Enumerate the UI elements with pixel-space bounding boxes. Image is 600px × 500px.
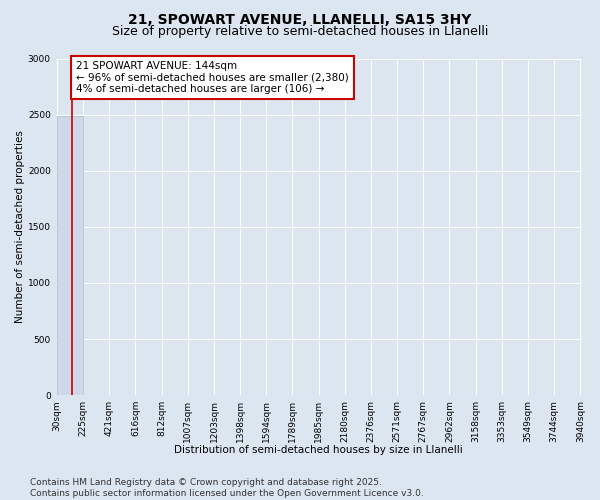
Text: Size of property relative to semi-detached houses in Llanelli: Size of property relative to semi-detach… [112,25,488,38]
Y-axis label: Number of semi-detached properties: Number of semi-detached properties [15,130,25,324]
Bar [57,116,83,395]
X-axis label: Distribution of semi-detached houses by size in Llanelli: Distribution of semi-detached houses by … [174,445,463,455]
Text: Contains HM Land Registry data © Crown copyright and database right 2025.
Contai: Contains HM Land Registry data © Crown c… [30,478,424,498]
Text: 21, SPOWART AVENUE, LLANELLI, SA15 3HY: 21, SPOWART AVENUE, LLANELLI, SA15 3HY [128,12,472,26]
Text: 21 SPOWART AVENUE: 144sqm
← 96% of semi-detached houses are smaller (2,380)
4% o: 21 SPOWART AVENUE: 144sqm ← 96% of semi-… [76,60,349,94]
